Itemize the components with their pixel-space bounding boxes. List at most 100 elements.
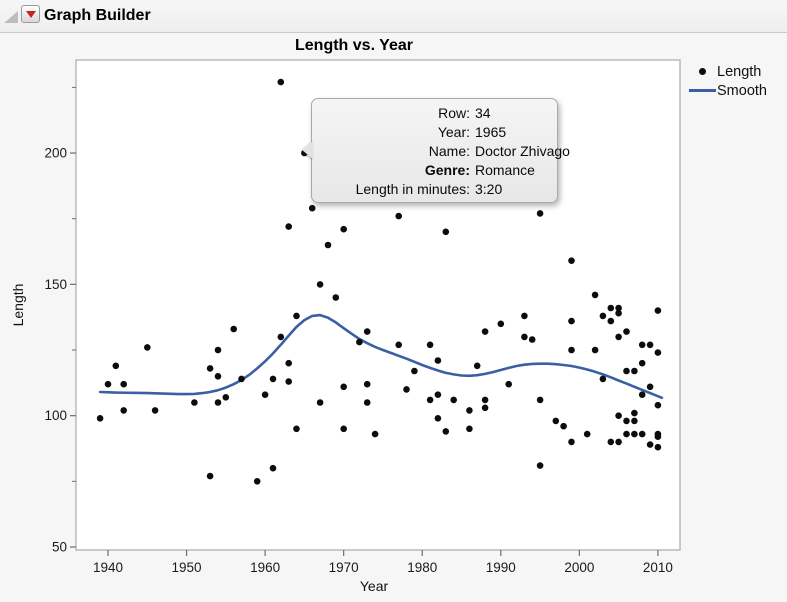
- data-point[interactable]: [230, 325, 237, 333]
- data-point[interactable]: [316, 281, 324, 288]
- data-point[interactable]: [631, 367, 638, 375]
- data-point[interactable]: [277, 78, 285, 86]
- data-point[interactable]: [631, 430, 638, 438]
- data-point[interactable]: [466, 425, 473, 433]
- data-point[interactable]: [285, 378, 293, 385]
- data-point[interactable]: [638, 341, 646, 349]
- data-point[interactable]: [591, 291, 599, 299]
- data-point[interactable]: [222, 394, 230, 401]
- data-point[interactable]: [269, 464, 277, 472]
- data-point[interactable]: [568, 317, 575, 325]
- data-point[interactable]: [631, 417, 638, 425]
- data-point[interactable]: [206, 365, 214, 372]
- smooth-line[interactable]: [98, 313, 664, 400]
- data-point[interactable]: [623, 430, 630, 438]
- data-point[interactable]: [638, 359, 646, 367]
- data-point[interactable]: [363, 399, 371, 406]
- data-point[interactable]: [521, 333, 528, 341]
- data-point[interactable]: [395, 212, 403, 220]
- data-point[interactable]: [340, 225, 348, 233]
- data-point[interactable]: [568, 438, 575, 446]
- data-point[interactable]: [497, 320, 505, 328]
- data-point[interactable]: [505, 380, 512, 388]
- data-point[interactable]: [308, 204, 316, 212]
- data-point[interactable]: [638, 391, 646, 399]
- data-point[interactable]: [631, 409, 638, 417]
- data-point[interactable]: [599, 375, 607, 383]
- data-point[interactable]: [615, 438, 622, 446]
- data-point[interactable]: [120, 380, 127, 388]
- data-point[interactable]: [120, 407, 127, 414]
- data-point[interactable]: [615, 412, 622, 420]
- data-point[interactable]: [646, 383, 654, 391]
- data-point[interactable]: [466, 407, 473, 414]
- data-point[interactable]: [104, 380, 112, 388]
- data-point[interactable]: [316, 399, 324, 406]
- data-point[interactable]: [261, 391, 269, 399]
- data-point[interactable]: [615, 333, 622, 341]
- data-point[interactable]: [536, 462, 544, 469]
- data-point[interactable]: [615, 304, 622, 312]
- data-point[interactable]: [340, 425, 348, 433]
- data-point[interactable]: [144, 344, 151, 351]
- legend-item-smooth[interactable]: Smooth: [688, 81, 767, 100]
- data-point[interactable]: [403, 386, 410, 393]
- data-point[interactable]: [654, 349, 662, 356]
- data-point[interactable]: [583, 430, 591, 438]
- data-point[interactable]: [426, 396, 434, 404]
- data-point[interactable]: [214, 373, 222, 380]
- data-point[interactable]: [591, 346, 599, 354]
- data-point[interactable]: [269, 375, 277, 383]
- data-point[interactable]: [646, 341, 654, 349]
- data-point[interactable]: [434, 357, 442, 364]
- data-point[interactable]: [552, 417, 560, 425]
- data-point[interactable]: [536, 210, 544, 217]
- data-point[interactable]: [442, 228, 450, 236]
- data-point[interactable]: [356, 338, 363, 346]
- data-point[interactable]: [434, 391, 442, 399]
- data-point[interactable]: [112, 362, 120, 370]
- data-point[interactable]: [214, 399, 222, 406]
- data-point[interactable]: [623, 328, 630, 335]
- data-point[interactable]: [481, 328, 489, 335]
- data-point[interactable]: [654, 307, 662, 314]
- data-point[interactable]: [528, 336, 536, 343]
- data-point[interactable]: [151, 407, 159, 414]
- data-point[interactable]: [521, 312, 528, 320]
- data-point[interactable]: [654, 401, 662, 409]
- data-point[interactable]: [646, 441, 654, 448]
- data-point[interactable]: [599, 312, 607, 320]
- data-point[interactable]: [607, 304, 615, 312]
- data-point[interactable]: [434, 415, 442, 422]
- data-point[interactable]: [293, 312, 300, 320]
- data-point[interactable]: [426, 341, 434, 349]
- data-point[interactable]: [607, 438, 615, 446]
- red-triangle-menu-button[interactable]: [21, 5, 40, 23]
- data-point[interactable]: [481, 404, 489, 412]
- data-point[interactable]: [654, 433, 662, 441]
- data-point[interactable]: [206, 472, 214, 480]
- data-point[interactable]: [568, 346, 575, 354]
- data-point[interactable]: [96, 415, 104, 422]
- data-point[interactable]: [638, 430, 646, 438]
- data-point[interactable]: [654, 443, 662, 451]
- data-point[interactable]: [253, 478, 261, 485]
- data-point[interactable]: [277, 333, 285, 341]
- data-point[interactable]: [363, 380, 371, 388]
- data-point[interactable]: [363, 328, 371, 335]
- data-point[interactable]: [623, 417, 630, 425]
- data-point[interactable]: [214, 346, 222, 354]
- data-point[interactable]: [238, 375, 245, 383]
- data-point[interactable]: [615, 309, 622, 317]
- data-point[interactable]: [568, 257, 575, 265]
- data-point[interactable]: [285, 359, 293, 367]
- data-point[interactable]: [371, 430, 379, 438]
- data-point[interactable]: [293, 425, 300, 433]
- data-point[interactable]: [560, 422, 567, 430]
- data-point[interactable]: [411, 367, 418, 375]
- data-point[interactable]: [191, 399, 198, 406]
- data-point[interactable]: [450, 396, 458, 404]
- data-point[interactable]: [473, 362, 481, 370]
- data-point[interactable]: [442, 428, 450, 435]
